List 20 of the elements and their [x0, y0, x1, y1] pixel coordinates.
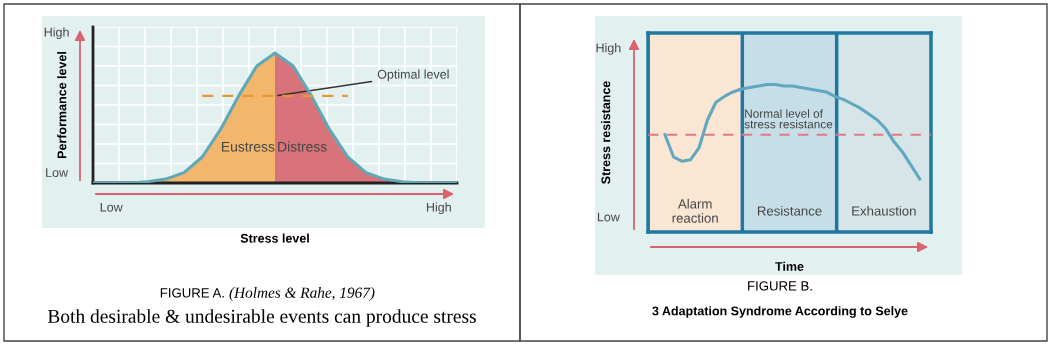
ref-line-label: Normal level of stress resistance	[744, 109, 833, 129]
series-label: Distress	[278, 141, 327, 152]
text: FIGURE A.	[160, 288, 224, 298]
text: Low	[46, 168, 69, 177]
text: High	[44, 27, 69, 40]
x-axis-title: Stress level	[240, 233, 309, 243]
text: 3 Adaptation Syndrome According to Selye	[652, 306, 908, 318]
y-axis-title: Performance level	[57, 52, 67, 159]
annotation: Resistance	[757, 205, 822, 216]
text: High	[596, 43, 621, 55]
text: Low	[597, 212, 620, 222]
annotation: Alarm reaction	[672, 198, 718, 223]
annotation: Optimal level	[377, 69, 449, 82]
y-axis-title: Stress resistance	[601, 81, 611, 184]
text: Both desirable & undesirable events can produce stress	[47, 309, 476, 327]
text: FIGURE B.	[748, 281, 812, 291]
annotation: Exhaustion	[852, 205, 916, 216]
x-axis-title: Time	[775, 261, 804, 271]
text: (Holmes & Rahe, 1967)	[229, 287, 375, 301]
series-label: Eustress	[221, 141, 275, 152]
